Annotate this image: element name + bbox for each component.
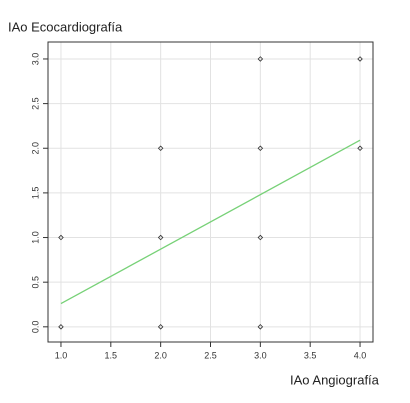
y-axis-title: IAo Ecocardiografía [8,19,123,34]
y-tick-label: 2.5 [30,97,40,110]
x-tick-label: 2.5 [204,350,217,360]
y-tick-label: 0.5 [30,276,40,289]
x-tick-label: 3.5 [304,350,317,360]
x-tick-label: 4.0 [354,350,367,360]
x-tick-label: 1.5 [105,350,118,360]
y-tick-label: 1.0 [30,231,40,244]
point [257,56,264,62]
plot-frame [47,41,374,343]
trend-line [60,139,361,305]
x-axis-title: IAo Angiografía [290,372,380,387]
x-tick-label: 1.0 [55,350,68,360]
x-tick-label: 3.0 [254,350,267,360]
point [157,145,164,152]
y-tick-label: 1.5 [30,187,40,200]
y-tick-label: 0.0 [30,321,40,334]
x-tick-label: 2.0 [154,350,167,360]
point [257,145,264,152]
y-tick-label: 3.0 [30,53,40,66]
point [58,234,64,241]
point [157,234,164,241]
point [257,234,264,241]
point [157,324,164,330]
point [357,56,363,62]
y-tick-label: 2.0 [30,142,40,155]
point [58,324,64,330]
point [257,324,264,330]
point [357,145,363,152]
